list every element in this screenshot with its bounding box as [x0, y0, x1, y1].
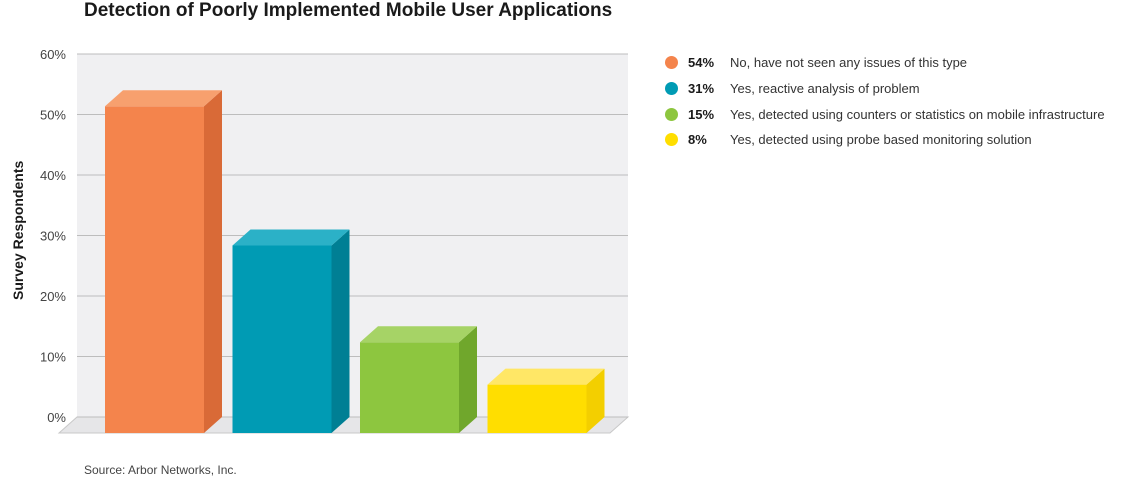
- legend-item: 15% Yes, detected using counters or stat…: [665, 101, 1105, 127]
- legend-item: 31% Yes, reactive analysis of problem: [665, 76, 1105, 102]
- y-tick-label: 20%: [40, 289, 66, 304]
- y-tick-label: 40%: [40, 168, 66, 183]
- source-note: Source: Arbor Networks, Inc.: [84, 463, 237, 477]
- bar-side: [459, 326, 477, 433]
- bar: [487, 384, 587, 433]
- bar-side: [204, 90, 222, 434]
- bar-side: [586, 368, 605, 433]
- y-tick-label: 30%: [40, 229, 66, 244]
- legend-value: 15%: [688, 106, 715, 122]
- chart-legend: 54% No, have not seen any issues of this…: [665, 50, 1105, 153]
- bar: [232, 245, 332, 433]
- legend-swatch: [665, 133, 678, 147]
- bar-side: [331, 229, 350, 433]
- legend-label: No, have not seen any issues of this typ…: [730, 55, 968, 71]
- y-tick-label: 60%: [40, 47, 66, 62]
- bar-top: [487, 368, 605, 385]
- legend-value: 31%: [688, 81, 715, 97]
- bar-top: [360, 326, 477, 343]
- y-tick-label: 10%: [40, 350, 66, 365]
- legend-label: Yes, detected using counters or statisti…: [730, 106, 1105, 122]
- legend-label: Yes, reactive analysis of problem: [730, 81, 920, 97]
- legend-value: 8%: [688, 132, 707, 148]
- bar: [360, 342, 459, 433]
- legend-item: 54% No, have not seen any issues of this…: [665, 50, 1105, 76]
- legend-label: Yes, detected using probe based monitori…: [730, 132, 1032, 148]
- chart-title: Detection of Poorly Implemented Mobile U…: [84, 0, 613, 21]
- legend-swatch: [665, 107, 678, 121]
- bar-top: [105, 90, 222, 107]
- legend-item: 8% Yes, detected using probe based monit…: [665, 127, 1105, 153]
- legend-swatch: [665, 82, 678, 96]
- bar: [105, 106, 204, 434]
- bar-top: [232, 229, 350, 246]
- y-tick-label: 0%: [47, 410, 66, 425]
- legend-value: 54%: [688, 55, 715, 71]
- y-tick-label: 50%: [40, 108, 66, 123]
- legend-swatch: [665, 56, 678, 70]
